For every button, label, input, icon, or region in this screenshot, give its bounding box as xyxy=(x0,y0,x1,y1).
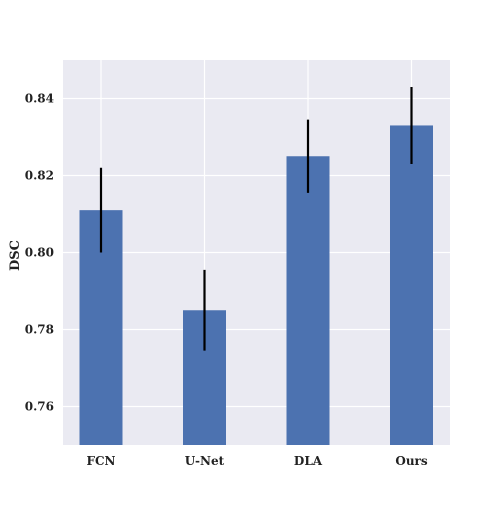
x-tick-labels: FCN U-Net DLA Ours xyxy=(86,454,427,468)
x-tick-label: Ours xyxy=(395,454,428,468)
y-tick-label: 0.80 xyxy=(25,246,54,260)
bars xyxy=(79,125,433,445)
y-tick-label: 0.82 xyxy=(25,169,54,183)
bar-dla xyxy=(286,156,330,445)
x-tick-label: DLA xyxy=(294,454,323,468)
x-tick-label: FCN xyxy=(86,454,115,468)
error-bars xyxy=(99,86,413,351)
y-tick-labels: 0.76 0.78 0.80 0.82 0.84 xyxy=(25,92,54,414)
y-tick-label: 0.76 xyxy=(25,400,54,414)
x-tick-label: U-Net xyxy=(185,454,225,468)
y-axis-label: DSC xyxy=(8,240,23,271)
bar-ours xyxy=(390,125,433,445)
y-tick-label: 0.84 xyxy=(25,92,54,106)
y-tick-label: 0.78 xyxy=(25,323,54,337)
